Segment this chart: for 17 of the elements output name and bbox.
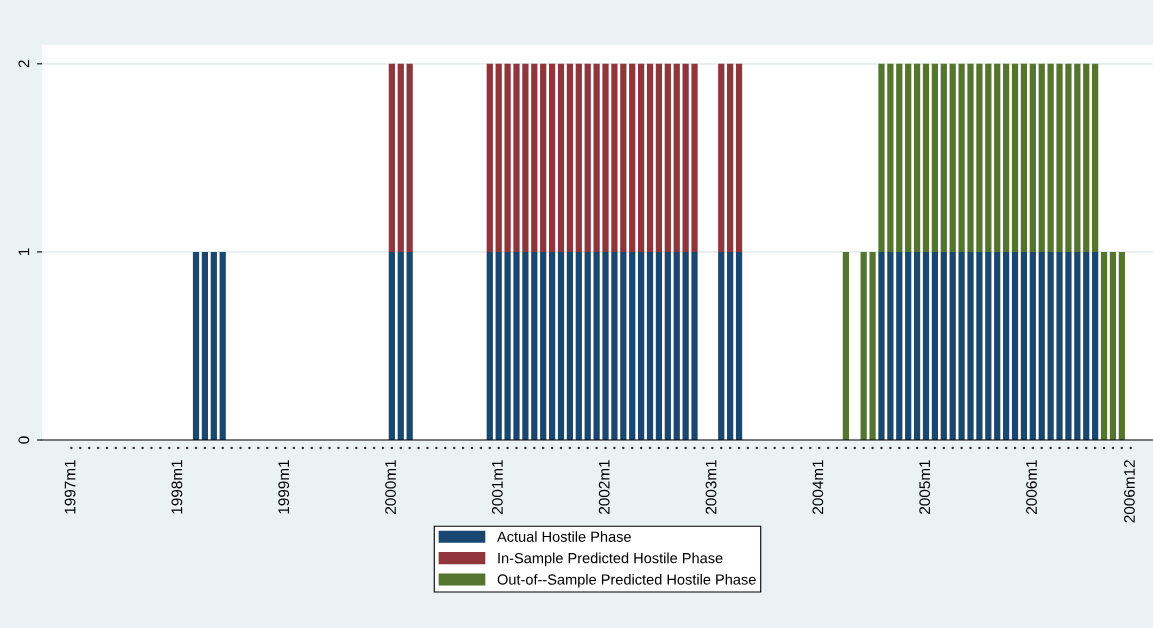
legend-label: Out-of--Sample Predicted Hostile Phase — [497, 573, 756, 588]
x-tick-label: 2001m1 — [491, 460, 503, 514]
x-tick-label: 2003m1 — [705, 460, 717, 514]
x-tick-label: 1999m1 — [278, 460, 290, 514]
y-tick-label: 2 — [18, 60, 30, 68]
x-tick-label: 1997m1 — [64, 460, 76, 514]
x-tick-label: 2002m1 — [598, 460, 610, 514]
y-tick-label: 1 — [18, 248, 30, 255]
x-tick-label: 2006m1 — [1026, 460, 1037, 514]
y-tick-label: 0 — [18, 436, 30, 444]
x-tick-label: 2000m1 — [385, 460, 396, 514]
x-tick-label: 2004m1 — [812, 460, 824, 514]
legend-label: Actual Hostile Phase — [497, 531, 631, 542]
x-tick-label: 2005m1 — [919, 460, 931, 514]
x-tick-label: 2006m12 — [1124, 460, 1135, 523]
legend-label: In-Sample Predicted Hostile Phase — [498, 552, 723, 567]
x-tick-label: 1998m1 — [171, 460, 183, 514]
